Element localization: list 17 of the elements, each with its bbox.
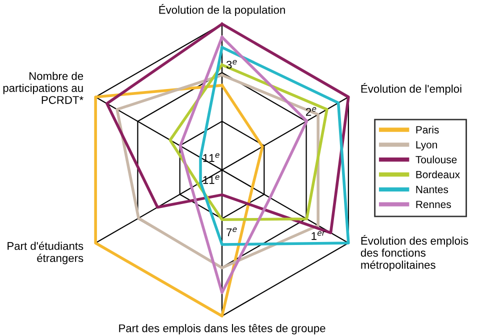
text: 11$^{e}$ (203, 175, 220, 184)
text: 7$^{e}$ (226, 228, 237, 236)
spoke-label: Évolution des emplois des fonctions métropolitaines (360, 234, 468, 272)
legend-label: Toulouse (416, 156, 457, 164)
text: 2$^{e}$ (306, 107, 316, 116)
text: 1$^{er}$ (312, 231, 326, 240)
legend-label: Rennes (416, 200, 451, 208)
legend-label: Paris (416, 126, 439, 134)
spoke-label: Évolution de l'emploi (361, 83, 462, 95)
spoke-label: Nombre de participations au PCRDT* (3, 72, 84, 104)
legend-label: Lyon (416, 141, 437, 150)
legend-label: Nantes (416, 186, 448, 194)
spoke-label: Part d'étudiants étrangers (8, 242, 84, 264)
text: 3$^{e}$ (226, 60, 237, 69)
spoke-label: Évolution de la population (159, 4, 285, 16)
legend-label: Bordeaux (416, 170, 460, 178)
spoke-label: Part des emplois dans les têtes de groupe (119, 324, 326, 334)
